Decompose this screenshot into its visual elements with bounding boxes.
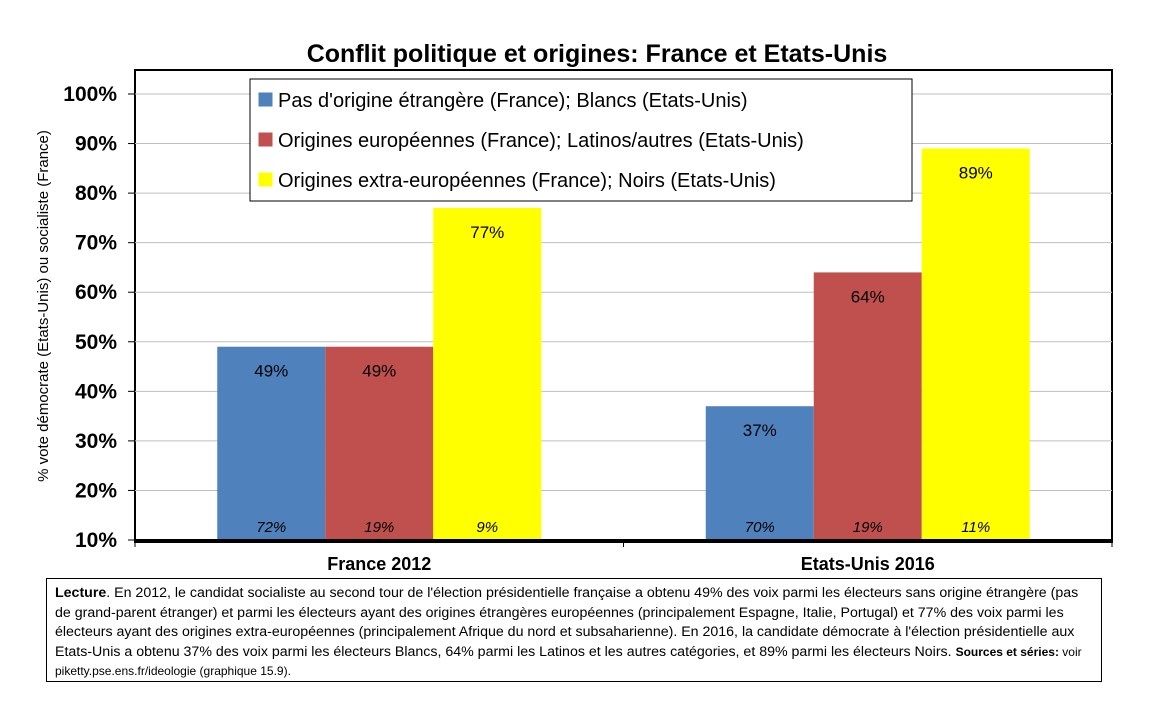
axis-layer: 10% 20% 30% 40% 50% 60% 70% 80% 90% 100% France 20… (63, 83, 1113, 574)
y-tick-label: 90% (75, 133, 117, 156)
y-tick-label: 100% (63, 83, 117, 106)
bar-share-label: 19% (853, 519, 883, 536)
y-tick-label: 70% (75, 232, 117, 255)
legend-swatch (258, 132, 273, 147)
bar-value-label: 77% (470, 223, 504, 242)
bar-share-label: 72% (256, 519, 286, 536)
x-category-label: Etats-Unis 2016 (801, 554, 935, 574)
bar-share-label: 19% (364, 519, 394, 536)
legend-entry: Origines européennes (France); Latinos/a… (278, 130, 804, 152)
bar-value-label: 89% (959, 164, 993, 183)
y-tick-label: 10% (75, 529, 117, 552)
bar-share-label: 70% (745, 519, 775, 536)
y-tick-label: 50% (75, 331, 117, 354)
reading-note: Lecture. En 2012, le candidat socialiste… (46, 578, 1102, 682)
legend-swatch (258, 172, 273, 187)
legend-entry: Pas d'origine étrangère (France); Blancs… (278, 90, 748, 112)
bar (705, 406, 814, 540)
bar (325, 346, 434, 540)
bars-layer: 49% 72% 49% 19% 77% 9% 37% 70% 64% 19% 89% 11% (217, 148, 1030, 540)
bar-share-label: 11% (961, 519, 990, 536)
legend-entry: Origines extra-européennes (France); Noi… (278, 170, 776, 192)
bar-share-label: 9% (476, 519, 498, 536)
bar (433, 207, 542, 540)
y-axis-label: % vote démocrate (Etats-Unis) ou sociali… (35, 130, 52, 482)
bar (813, 272, 922, 540)
sources-text: voir piketty.pse.ens.fr/ideologie (graph… (55, 644, 1082, 679)
note-text: . En 2012, le candidat socialiste au sec… (55, 585, 1079, 660)
y-tick-label: 40% (75, 380, 117, 403)
bar-value-label: 49% (362, 362, 396, 381)
y-tick-label: 60% (75, 281, 117, 304)
sources-label: Sources et séries: (955, 644, 1059, 659)
y-tick-label: 30% (75, 430, 117, 453)
legend: Pas d'origine étrangère (France); Blancs… (249, 78, 913, 202)
x-category-label: France 2012 (327, 554, 431, 574)
bar-value-label: 64% (851, 287, 885, 306)
y-tick-label: 80% (75, 182, 117, 205)
chart-title: Conflit politique et origines: France et… (307, 40, 888, 68)
bar (921, 148, 1030, 540)
legend-box (249, 78, 913, 202)
bar (217, 346, 326, 540)
chart: Conflit politique et origines: France et… (35, 40, 1113, 574)
bar-value-label: 49% (254, 362, 288, 381)
y-tick-label: 20% (75, 479, 117, 502)
legend-swatch (258, 92, 273, 107)
bar-value-label: 37% (743, 421, 777, 440)
note-label: Lecture (55, 585, 107, 601)
